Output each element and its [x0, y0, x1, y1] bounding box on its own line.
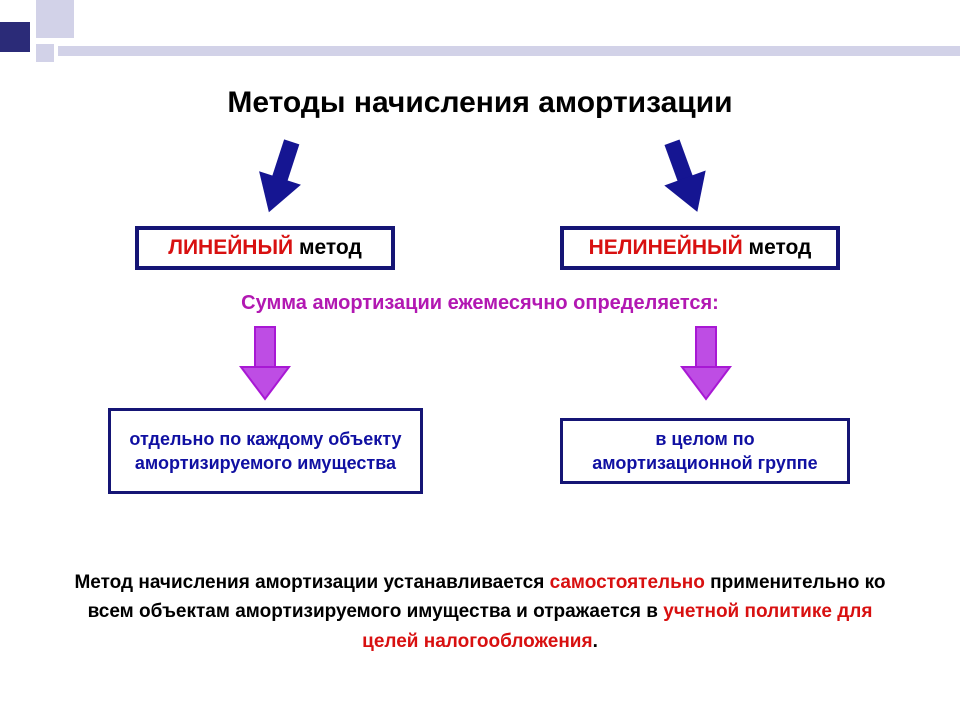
arrow-to-desc-left-icon — [237, 325, 293, 403]
linear-method-box: ЛИНЕЙНЫЙ метод — [135, 226, 395, 270]
deco-square-dark — [0, 22, 30, 52]
desc-left-box: отдельно по каждому объекту амортизируем… — [108, 408, 423, 494]
top-bar — [58, 46, 960, 56]
bottom-r1: самостоятельно — [550, 572, 705, 593]
desc-right-text: в целом по амортизационной группе — [575, 427, 835, 476]
desc-right-box: в целом по амортизационной группе — [560, 418, 850, 484]
bottom-t1: Метод начисления амортизации устанавлива… — [74, 572, 549, 593]
nonlinear-red-label: НЕЛИНЕЙНЫЙ — [589, 236, 743, 259]
desc-left-text: отдельно по каждому объекту амортизируем… — [123, 427, 408, 476]
subtitle-text: Сумма амортизации ежемесячно определяетс… — [0, 292, 960, 315]
nonlinear-method-box: НЕЛИНЕЙНЫЙ метод — [560, 226, 840, 270]
arrow-to-desc-right-icon — [678, 325, 734, 403]
arrow-to-nonlinear-icon — [655, 138, 715, 218]
nonlinear-black-label: метод — [743, 236, 812, 259]
arrow-to-linear-icon — [250, 138, 310, 218]
page-title: Методы начисления амортизации — [0, 86, 960, 120]
bottom-t3: . — [593, 631, 598, 652]
bottom-summary: Метод начисления амортизации устанавлива… — [70, 568, 890, 656]
deco-square-light-small — [36, 44, 54, 62]
deco-square-light-large — [36, 0, 74, 38]
linear-red-label: ЛИНЕЙНЫЙ — [168, 236, 293, 259]
linear-black-label: метод — [293, 236, 362, 259]
